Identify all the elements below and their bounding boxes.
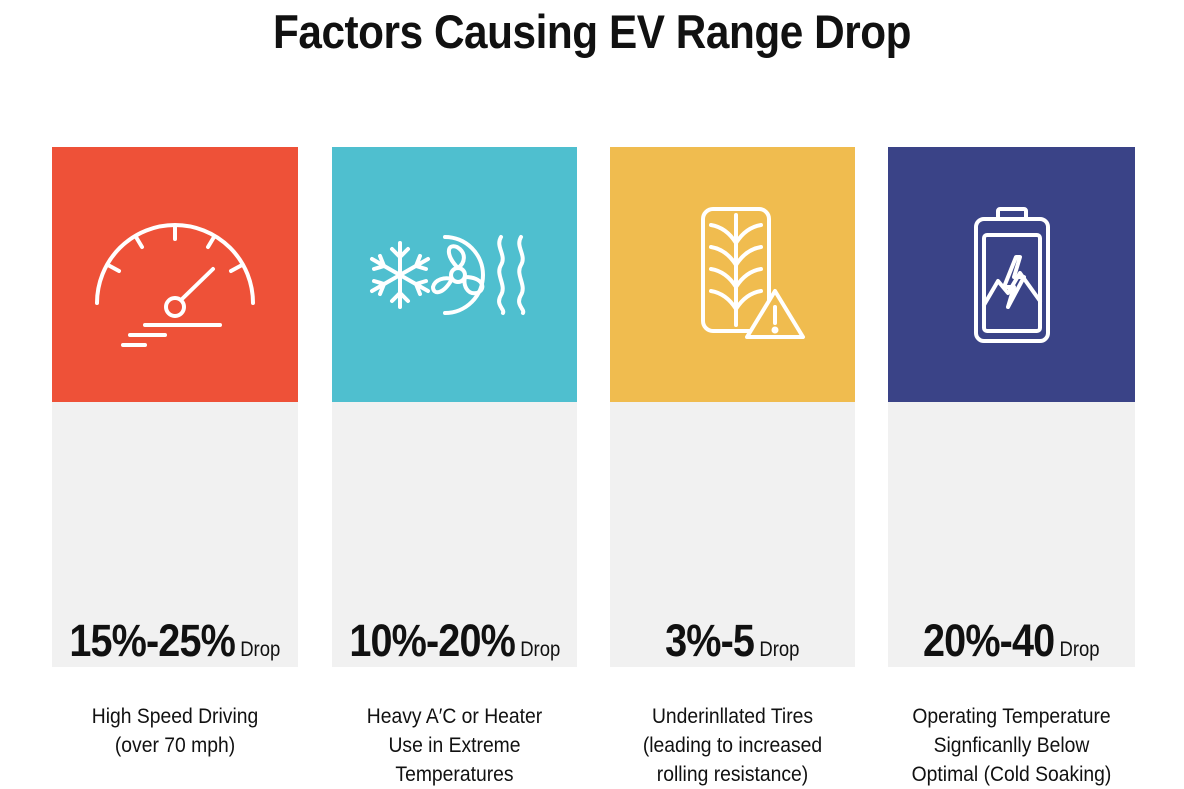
factor-description: Heavy A′C or Heater Use in Extreme Tempera… [342, 702, 567, 789]
desc-line: Signficanlly Below [933, 734, 1090, 757]
desc-line: Heavy A′C or Heater [366, 705, 543, 728]
desc-line: Optimal (Cold Soaking) [911, 763, 1112, 786]
drop-value: 10%-20% [349, 615, 515, 666]
desc-line: Underinllated Tires [651, 705, 814, 728]
range-drop-stat: 15%-25% Drop [52, 615, 298, 667]
cold-battery-icon [973, 206, 1050, 343]
desc-line: Temperatures [395, 763, 514, 786]
card-icon-panel [888, 147, 1135, 402]
climate-control-icon [369, 234, 525, 315]
desc-line: rolling resistance) [656, 763, 809, 786]
desc-line: Use in Extreme [388, 734, 521, 757]
factor-description: High Speed Driving (over 70 mph) [62, 702, 288, 760]
drop-unit: Drop [519, 638, 560, 661]
card-climate: 10%-20% Drop Heavy A′C or Heater Use in Ex… [332, 147, 577, 786]
card-tires: 3%-5 Drop Underinllated Tires (leading to … [610, 147, 855, 786]
factor-description: Underinllated Tires (leading to increased… [620, 702, 845, 789]
desc-line: (over 70 mph) [114, 734, 236, 757]
page-title: Factors Causing EV Range Drop [272, 5, 912, 58]
card-icon-panel [52, 147, 298, 402]
desc-line: High Speed Driving [91, 705, 259, 728]
card-icon-panel [332, 147, 577, 402]
desc-line: Operating Temperature [912, 705, 1111, 728]
desc-line: (leading to increased [642, 734, 823, 757]
range-drop-stat: 10%-20% Drop [332, 615, 577, 667]
card-high-speed: 15%-25% Drop High Speed Driving (over 70 m… [52, 147, 298, 757]
drop-unit: Drop [240, 638, 281, 661]
factor-description: Operating Temperature Signficanlly Below O… [898, 702, 1125, 789]
drop-value: 15%-25% [69, 615, 236, 666]
card-icon-panel [610, 147, 855, 402]
drop-unit: Drop [1059, 638, 1100, 661]
drop-value: 3%-5 [665, 615, 755, 666]
speedometer-icon [95, 222, 255, 347]
range-drop-stat: 20%-40 Drop [888, 615, 1135, 667]
range-drop-stat: 3%-5 Drop [610, 615, 855, 667]
drop-value: 20%-40 [923, 615, 1055, 666]
drop-unit: Drop [759, 638, 800, 661]
tire-warning-icon [700, 206, 805, 339]
card-cold-battery: 20%-40 Drop Operating Temperature Signfica… [888, 147, 1135, 786]
